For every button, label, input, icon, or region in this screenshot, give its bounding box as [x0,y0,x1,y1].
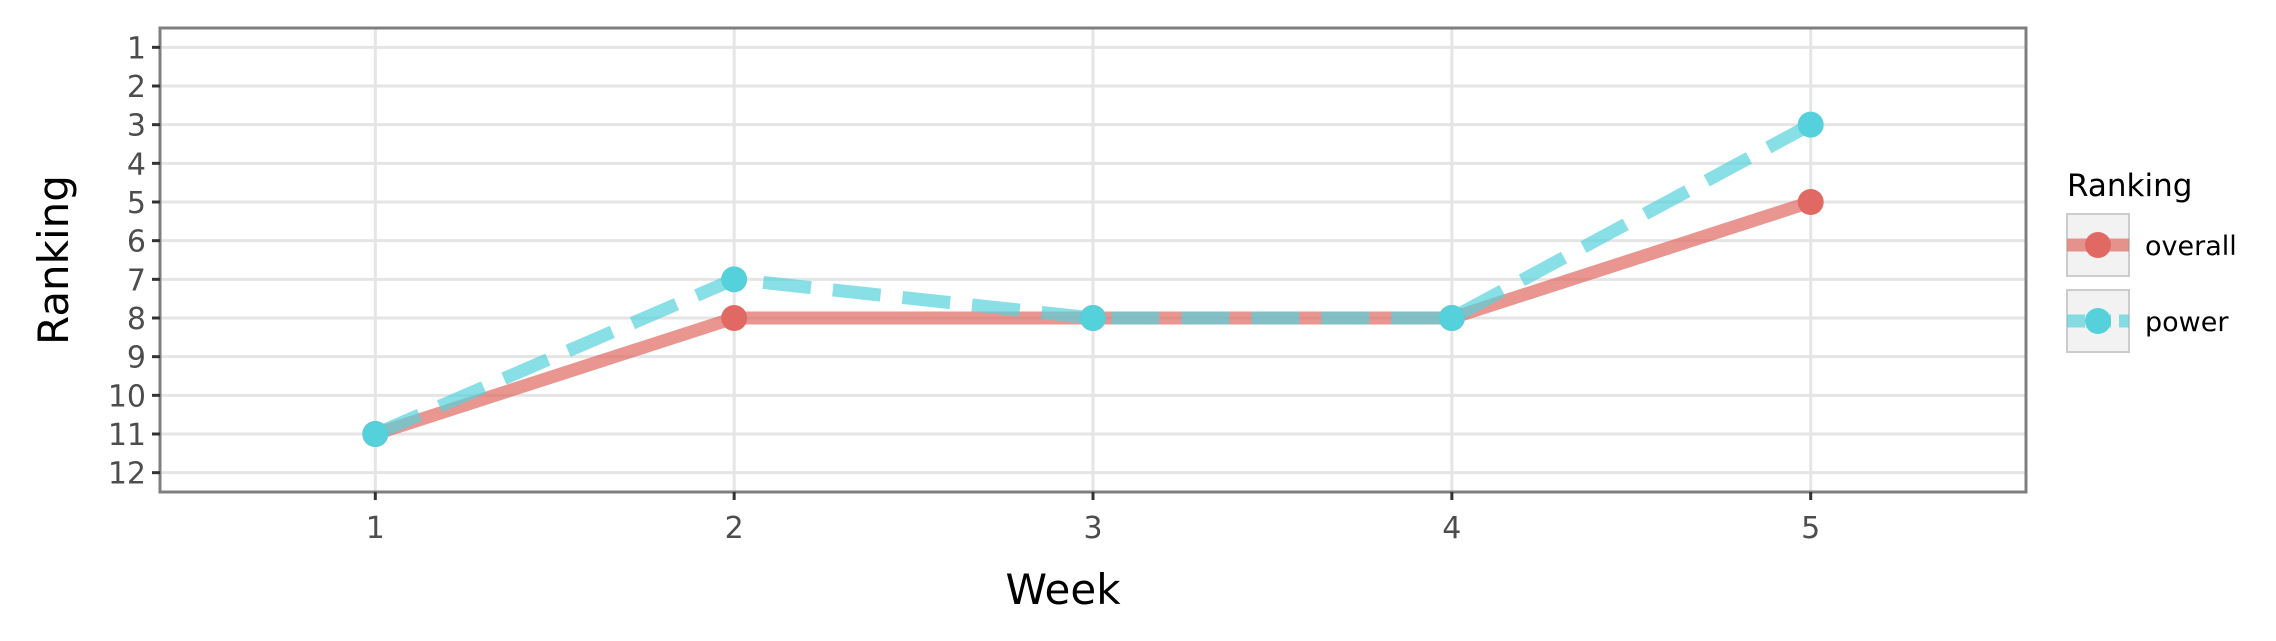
y-tick-label: 6 [127,225,146,260]
legend-item-power: power [2066,289,2229,353]
y-tick-label: 7 [127,263,146,298]
series-points [362,111,1824,447]
x-axis-ticks: 1 2 3 4 5 [366,492,1820,546]
y-tick-label: 10 [108,379,146,414]
legend-item-overall: overall [2066,213,2237,277]
grid-lines [160,28,2026,492]
point-power-week-3 [1080,305,1106,331]
legend-label-overall: overall [2145,231,2237,262]
x-tick-label: 2 [725,511,744,546]
point-overall-week-5 [1797,189,1824,215]
y-tick-label: 9 [127,341,146,376]
legend-label-power: power [2145,307,2229,338]
series-layer [362,111,1824,447]
point-power-week-1 [362,421,389,447]
y-tick-label: 12 [108,457,146,492]
y-tick-label: 4 [127,147,146,182]
x-tick-label: 3 [1083,511,1102,546]
y-tick-label: 3 [127,109,146,144]
x-axis-title: Week [1005,565,1121,614]
x-tick-label: 4 [1442,511,1461,546]
point-overall-week-2 [721,305,748,331]
legend-title: Ranking [2067,168,2192,204]
y-tick-label: 1 [127,31,146,66]
point-power-week-4 [1438,305,1465,331]
legend-marker-power [2085,308,2111,334]
point-power-week-5 [1797,111,1824,138]
y-tick-label: 8 [127,302,146,337]
x-tick-label: 5 [1801,511,1820,546]
legend-marker-overall [2085,232,2111,258]
y-tick-label: 2 [127,70,146,105]
y-tick-label: 11 [108,418,146,453]
x-tick-label: 1 [366,511,385,546]
legend: Ranking overall power [2066,168,2237,353]
y-axis-title: Ranking [29,175,78,345]
point-power-week-2 [721,266,748,293]
y-tick-label: 5 [127,186,146,221]
